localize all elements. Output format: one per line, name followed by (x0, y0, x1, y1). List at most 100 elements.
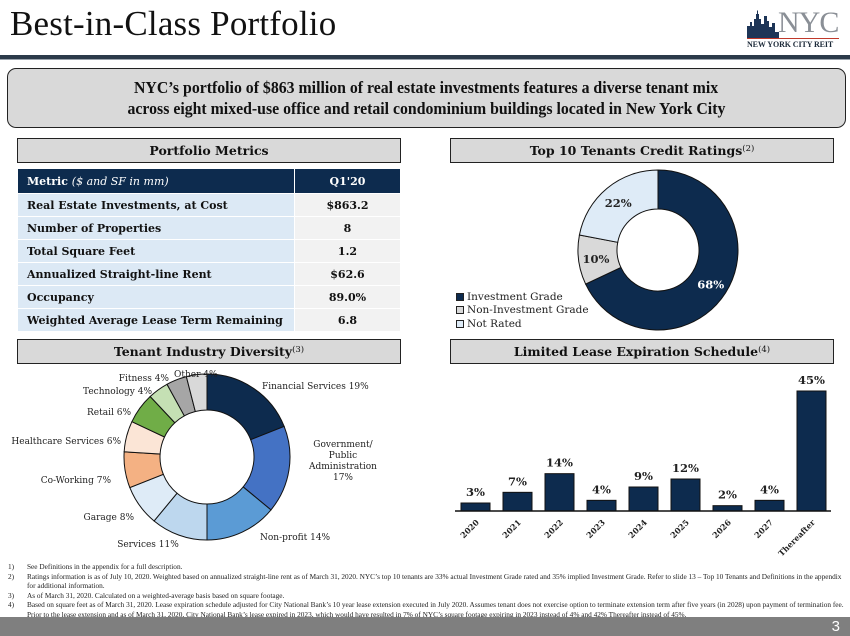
table-row: Annualized Straight-line Rent $62.6 (17, 262, 401, 286)
bar-2020 (460, 502, 491, 512)
table-row: Number of Properties 8 (17, 216, 401, 240)
row-value: 89.0% (294, 285, 401, 309)
bar-value-label: 12% (672, 461, 699, 475)
x-tick-label: 2027 (752, 517, 775, 540)
row-value: 6.8 (294, 308, 401, 332)
footnote-number: 1) (8, 562, 15, 571)
bar-value-label: 4% (592, 482, 611, 496)
bar-value-label: 45% (798, 373, 825, 387)
page-title: Best-in-Class Portfolio (10, 4, 337, 43)
slice-label: Fitness 4% (119, 374, 170, 384)
table-row: Weighted Average Lease Term Remaining 6.… (17, 308, 401, 332)
x-tick-label: 2021 (500, 517, 523, 540)
footnote-text: Based on square feet as of March 31, 202… (27, 600, 844, 619)
footnote: 2) Ratings information is as of July 10, … (8, 572, 844, 591)
data-label: 10% (583, 252, 610, 266)
banner-line-2: across eight mixed-use office and retail… (127, 99, 726, 118)
row-label: Occupancy (17, 285, 295, 309)
legend-swatch (456, 319, 464, 328)
slice-label: Retail 6% (87, 408, 131, 418)
row-label: Weighted Average Lease Term Remaining (17, 308, 295, 332)
bar-2023 (586, 499, 617, 512)
legend-item: Non-Investment Grade (456, 304, 589, 318)
row-value: 1.2 (294, 239, 401, 263)
table-row: Real Estate Investments, at Cost $863.2 (17, 193, 401, 217)
slice-label: Financial Services 19% (262, 382, 369, 392)
footnote-text: As of March 31, 2020. Calculated on a we… (27, 590, 285, 600)
footnote: 3) As of March 31, 2020. Calculated on a … (8, 591, 844, 601)
data-label: 68% (697, 277, 724, 291)
x-tick-label: 2025 (668, 517, 691, 540)
bar-2022 (544, 473, 575, 512)
bar-2027 (754, 499, 785, 512)
section-header-lease-expiration: Limited Lease Expiration Schedule (4) (450, 339, 834, 364)
slice-label: Non-profit 14% (260, 533, 331, 543)
bar-value-label: 2% (718, 488, 737, 502)
portfolio-metrics-table: Metric ($ and SF in mm) Q1'20 Real Estat… (17, 168, 401, 332)
summary-banner: NYC’s portfolio of $863 million of real … (7, 68, 846, 128)
legend-swatch (456, 306, 464, 315)
row-value: 8 (294, 216, 401, 240)
legend-swatch (456, 292, 464, 301)
table-row: Occupancy 89.0% (17, 285, 401, 309)
logo-subtitle: NEW YORK CITY REIT (747, 40, 834, 49)
x-tick-label: 2022 (542, 517, 565, 540)
slice-label: Co-Working 7% (41, 476, 112, 486)
legend-label: Investment Grade (467, 290, 563, 303)
row-value: $62.6 (294, 262, 401, 286)
footnote-number: 3) (8, 590, 15, 600)
bar-2026 (712, 505, 743, 512)
header-divider-thin (0, 59, 850, 60)
row-label: Annualized Straight-line Rent (17, 262, 295, 286)
x-tick-label: 2026 (710, 517, 733, 540)
slice-label: 17% (333, 473, 353, 483)
section-header-credit-ratings: Top 10 Tenants Credit Ratings (2) (450, 138, 834, 163)
header-divider (0, 55, 850, 59)
footnote-ref: (2) (742, 143, 755, 154)
banner-line-1: NYC’s portfolio of $863 million of real … (134, 78, 719, 97)
bar-value-label: 9% (634, 469, 653, 483)
metric-header-label: Metric (27, 174, 68, 188)
slice-label: Technology 4% (83, 387, 152, 397)
skyline-icon (747, 10, 779, 38)
footnotes: 1) See Definitions in the appendix for a … (8, 562, 844, 619)
slice-label: Public (329, 451, 357, 461)
footnote-number: 4) (8, 600, 15, 609)
footnote-number: 2) (8, 571, 15, 581)
row-value: $863.2 (294, 193, 401, 217)
footer-bar: 3 (0, 617, 850, 636)
section-header-portfolio-metrics: Portfolio Metrics (17, 138, 401, 163)
slice-label: Other 4% (174, 370, 218, 380)
footnote: 4) Based on square feet as of March 31, 2… (8, 600, 844, 619)
section-title: Tenant Industry Diversity (113, 344, 293, 359)
bar-2025 (670, 478, 701, 512)
footnote-ref: (4) (758, 344, 771, 355)
column-header-metric: Metric ($ and SF in mm) (17, 168, 295, 194)
section-title: Limited Lease Expiration Schedule (513, 344, 759, 359)
bar-2021 (502, 491, 533, 512)
x-tick-label: Thereafter (776, 517, 817, 558)
x-tick-label: 2020 (458, 517, 481, 540)
donut-slice-investment-grade (584, 169, 739, 331)
slice-label: Healthcare Services 6% (11, 437, 121, 447)
bar-2024 (628, 486, 659, 512)
bar-value-label: 14% (546, 456, 573, 470)
x-tick-label: 2024 (626, 517, 649, 540)
legend-item: Investment Grade (456, 290, 589, 304)
credit-ratings-legend: Investment Grade Non-Investment Grade No… (456, 290, 589, 331)
footnote-ref: (3) (292, 344, 305, 355)
bar-thereafter (796, 390, 827, 512)
data-label: 22% (605, 196, 632, 210)
row-label: Number of Properties (17, 216, 295, 240)
section-title: Portfolio Metrics (149, 143, 269, 158)
legend-label: Non-Investment Grade (467, 304, 589, 317)
row-label: Real Estate Investments, at Cost (17, 193, 295, 217)
legend-item: Not Rated (456, 317, 589, 331)
logo-divider (747, 38, 839, 39)
bar-value-label: 7% (508, 474, 527, 488)
slice-label: Services 11% (117, 540, 179, 550)
logo-mark: NYC (778, 6, 839, 39)
company-logo: NYC NEW YORK CITY REIT (744, 6, 840, 50)
legend-label: Not Rated (467, 317, 522, 330)
